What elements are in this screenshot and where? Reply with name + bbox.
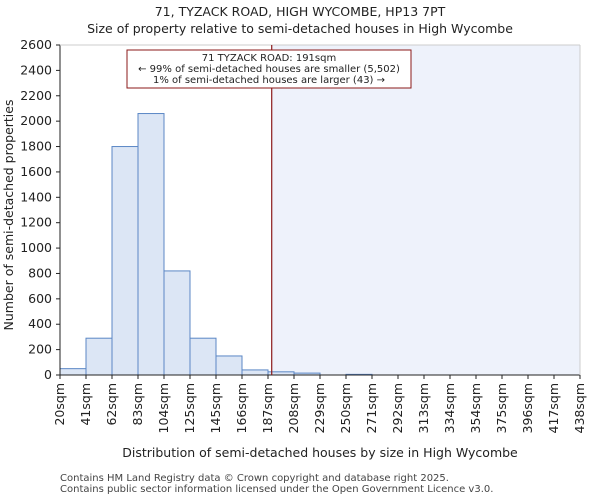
y-axis-label: Number of semi-detached properties [1, 100, 16, 331]
larger-region-highlight [271, 45, 580, 375]
y-tick-label: 2600 [20, 37, 52, 52]
x-tick-label: 417sqm [546, 383, 561, 433]
y-tick-label: 1600 [20, 164, 52, 179]
annotation-line-2: ← 99% of semi-detached houses are smalle… [138, 64, 400, 75]
y-tick-label: 0 [44, 367, 52, 382]
bar [111, 146, 139, 376]
y-tick-label: 2200 [20, 88, 52, 103]
bar [137, 113, 165, 376]
bar [241, 369, 269, 376]
x-tick-label: 208sqm [286, 383, 301, 433]
y-tick-label: 2000 [20, 113, 52, 128]
y-tick-label: 1200 [20, 215, 52, 230]
x-tick-label: 334sqm [442, 383, 457, 433]
x-tick-label: 313sqm [416, 383, 431, 433]
x-tick-label: 438sqm [572, 383, 587, 433]
x-tick-label: 20sqm [52, 383, 67, 426]
axes: 0 200 400 600 800 1000 1200 1400 1600 1800 2000 220… [20, 37, 587, 433]
x-axis-label: Distribution of semi-detached houses by … [122, 445, 518, 460]
bars [59, 113, 373, 376]
y-tick-label: 1400 [20, 189, 52, 204]
annotation-line-3: 1% of semi-detached houses are larger (4… [153, 75, 385, 86]
x-tick-label: 125sqm [182, 383, 197, 433]
bar [85, 337, 113, 376]
bar [189, 337, 217, 376]
x-tick-label: 375sqm [494, 383, 509, 433]
x-tick-label: 354sqm [468, 383, 483, 433]
y-tick-label: 800 [28, 265, 52, 280]
y-tick-label: 1800 [20, 139, 52, 154]
bar [215, 355, 243, 376]
x-tick-label: 396sqm [520, 383, 535, 433]
bar [163, 270, 191, 376]
y-tick-label: 600 [28, 291, 52, 306]
y-tick-label: 2400 [20, 62, 52, 77]
x-tick-label: 41sqm [78, 383, 93, 426]
x-tick-label: 62sqm [104, 383, 119, 426]
x-tick-label: 166sqm [234, 383, 249, 433]
bar [59, 368, 87, 376]
larger-region [271, 45, 580, 375]
y-tick-label: 1000 [20, 240, 52, 255]
x-tick-label: 271sqm [364, 383, 379, 433]
footer-line-1: Contains HM Land Registry data © Crown c… [60, 473, 449, 484]
y-tick-label: 400 [28, 316, 52, 331]
footer-line-2: Contains public sector information licen… [60, 484, 494, 495]
annotation-box: 71 TYZACK ROAD: 191sqm ← 99% of semi-det… [126, 49, 412, 89]
x-tick-label: 250sqm [338, 383, 353, 433]
x-tick-label: 145sqm [208, 383, 223, 433]
chart-subtitle: Size of property relative to semi-detach… [87, 21, 513, 36]
x-tick-label: 104sqm [156, 383, 171, 433]
x-tick-label: 83sqm [130, 383, 145, 426]
y-tick-label: 200 [28, 342, 52, 357]
x-tick-label: 229sqm [312, 383, 327, 433]
annotation-line-1: 71 TYZACK ROAD: 191sqm [202, 53, 336, 64]
x-tick-label: 292sqm [390, 383, 405, 433]
chart-title: 71, TYZACK ROAD, HIGH WYCOMBE, HP13 7PT [155, 4, 446, 19]
annotation-frame [126, 49, 412, 89]
x-tick-label: 187sqm [260, 383, 275, 433]
